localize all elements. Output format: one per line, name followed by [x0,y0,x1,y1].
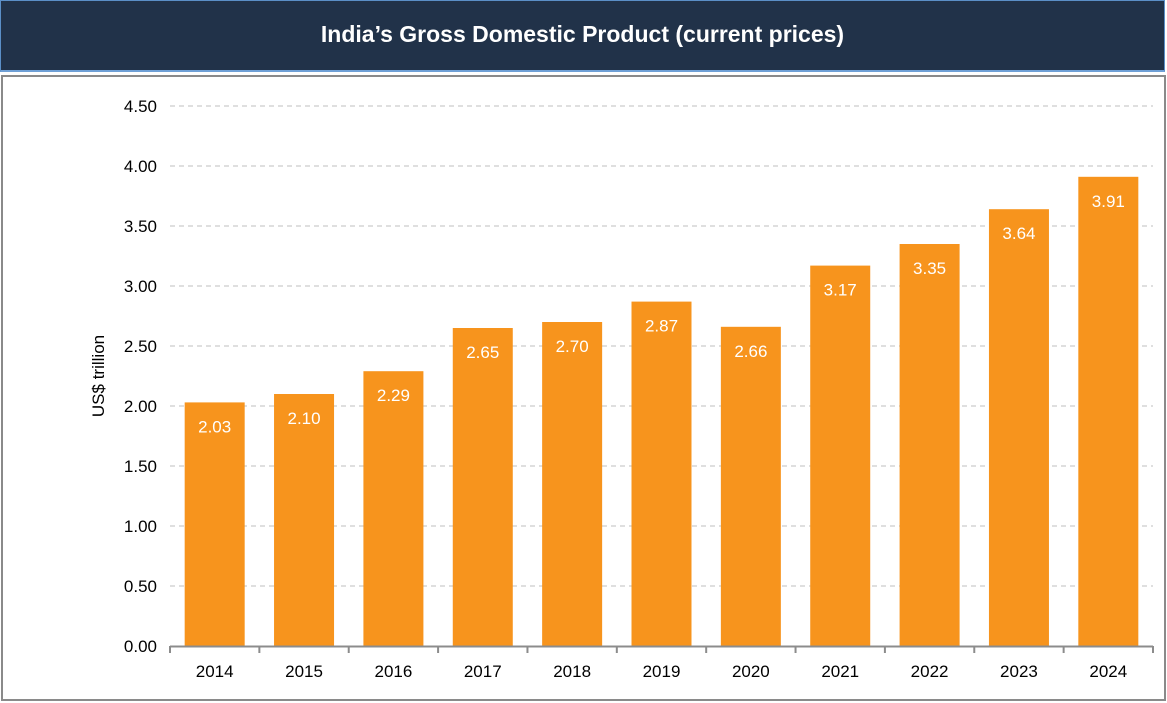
y-tick-label: 3.00 [124,277,157,296]
x-tick-label: 2023 [1000,662,1038,681]
data-label: 2.87 [645,317,678,336]
x-axis: 2014 2015 2016 2017 2018 2019 2020 2021 2022 2023… [169,645,1154,681]
y-tick-label: 0.00 [124,637,157,656]
x-tick-label: 2021 [821,662,859,681]
x-tick-label: 2016 [374,662,412,681]
bar-2020 [720,326,781,646]
data-label: 2.70 [556,337,589,356]
chart-title-banner: India’s Gross Domestic Product (current … [0,0,1165,72]
data-label: 3.91 [1092,192,1125,211]
y-axis-title: US$ trillion [89,335,108,417]
y-tick-label: 4.50 [124,97,157,116]
y-tick-label: 2.50 [124,337,157,356]
x-tick-label: 2017 [464,662,502,681]
data-label: 2.65 [466,343,499,362]
bar-2014 [184,402,245,646]
bar-2015 [274,394,335,646]
data-label: 2.29 [377,386,410,405]
y-tick-label: 3.50 [124,217,157,236]
x-tick-label: 2022 [911,662,949,681]
data-label: 3.17 [824,281,857,300]
y-tick-label: 0.50 [124,577,157,596]
bars: 2.03 2.10 2.29 2.65 2.70 2.87 2.66 3.17 3.35 3.64… [184,176,1139,647]
chart-title: India’s Gross Domestic Product (current … [320,21,845,47]
bar-2019 [631,301,692,646]
bar-2018 [542,322,603,646]
bar-2017 [452,328,513,646]
y-tick-label: 1.00 [124,517,157,536]
bar-2023 [988,209,1049,646]
x-tick-label: 2024 [1089,662,1127,681]
bar-2016 [363,371,424,646]
x-tick-label: 2020 [732,662,770,681]
data-label: 3.64 [1002,224,1035,243]
data-label: 2.03 [198,417,231,436]
data-label: 2.66 [734,342,767,361]
y-tick-label: 2.00 [124,397,157,416]
data-label: 3.35 [913,259,946,278]
x-tick-label: 2014 [196,662,234,681]
bar-2021 [810,265,871,646]
y-axis-ticks: 0.00 0.50 1.00 1.50 2.00 2.50 3.00 3.50 4.00 4.50 [124,97,157,656]
y-tick-label: 4.00 [124,157,157,176]
y-tick-label: 1.50 [124,457,157,476]
data-label: 2.10 [287,409,320,428]
x-tick-label: 2015 [285,662,323,681]
bar-2022 [899,244,960,646]
x-tick-label: 2019 [643,662,681,681]
x-tick-label: 2018 [553,662,591,681]
bar-2024 [1078,176,1139,647]
